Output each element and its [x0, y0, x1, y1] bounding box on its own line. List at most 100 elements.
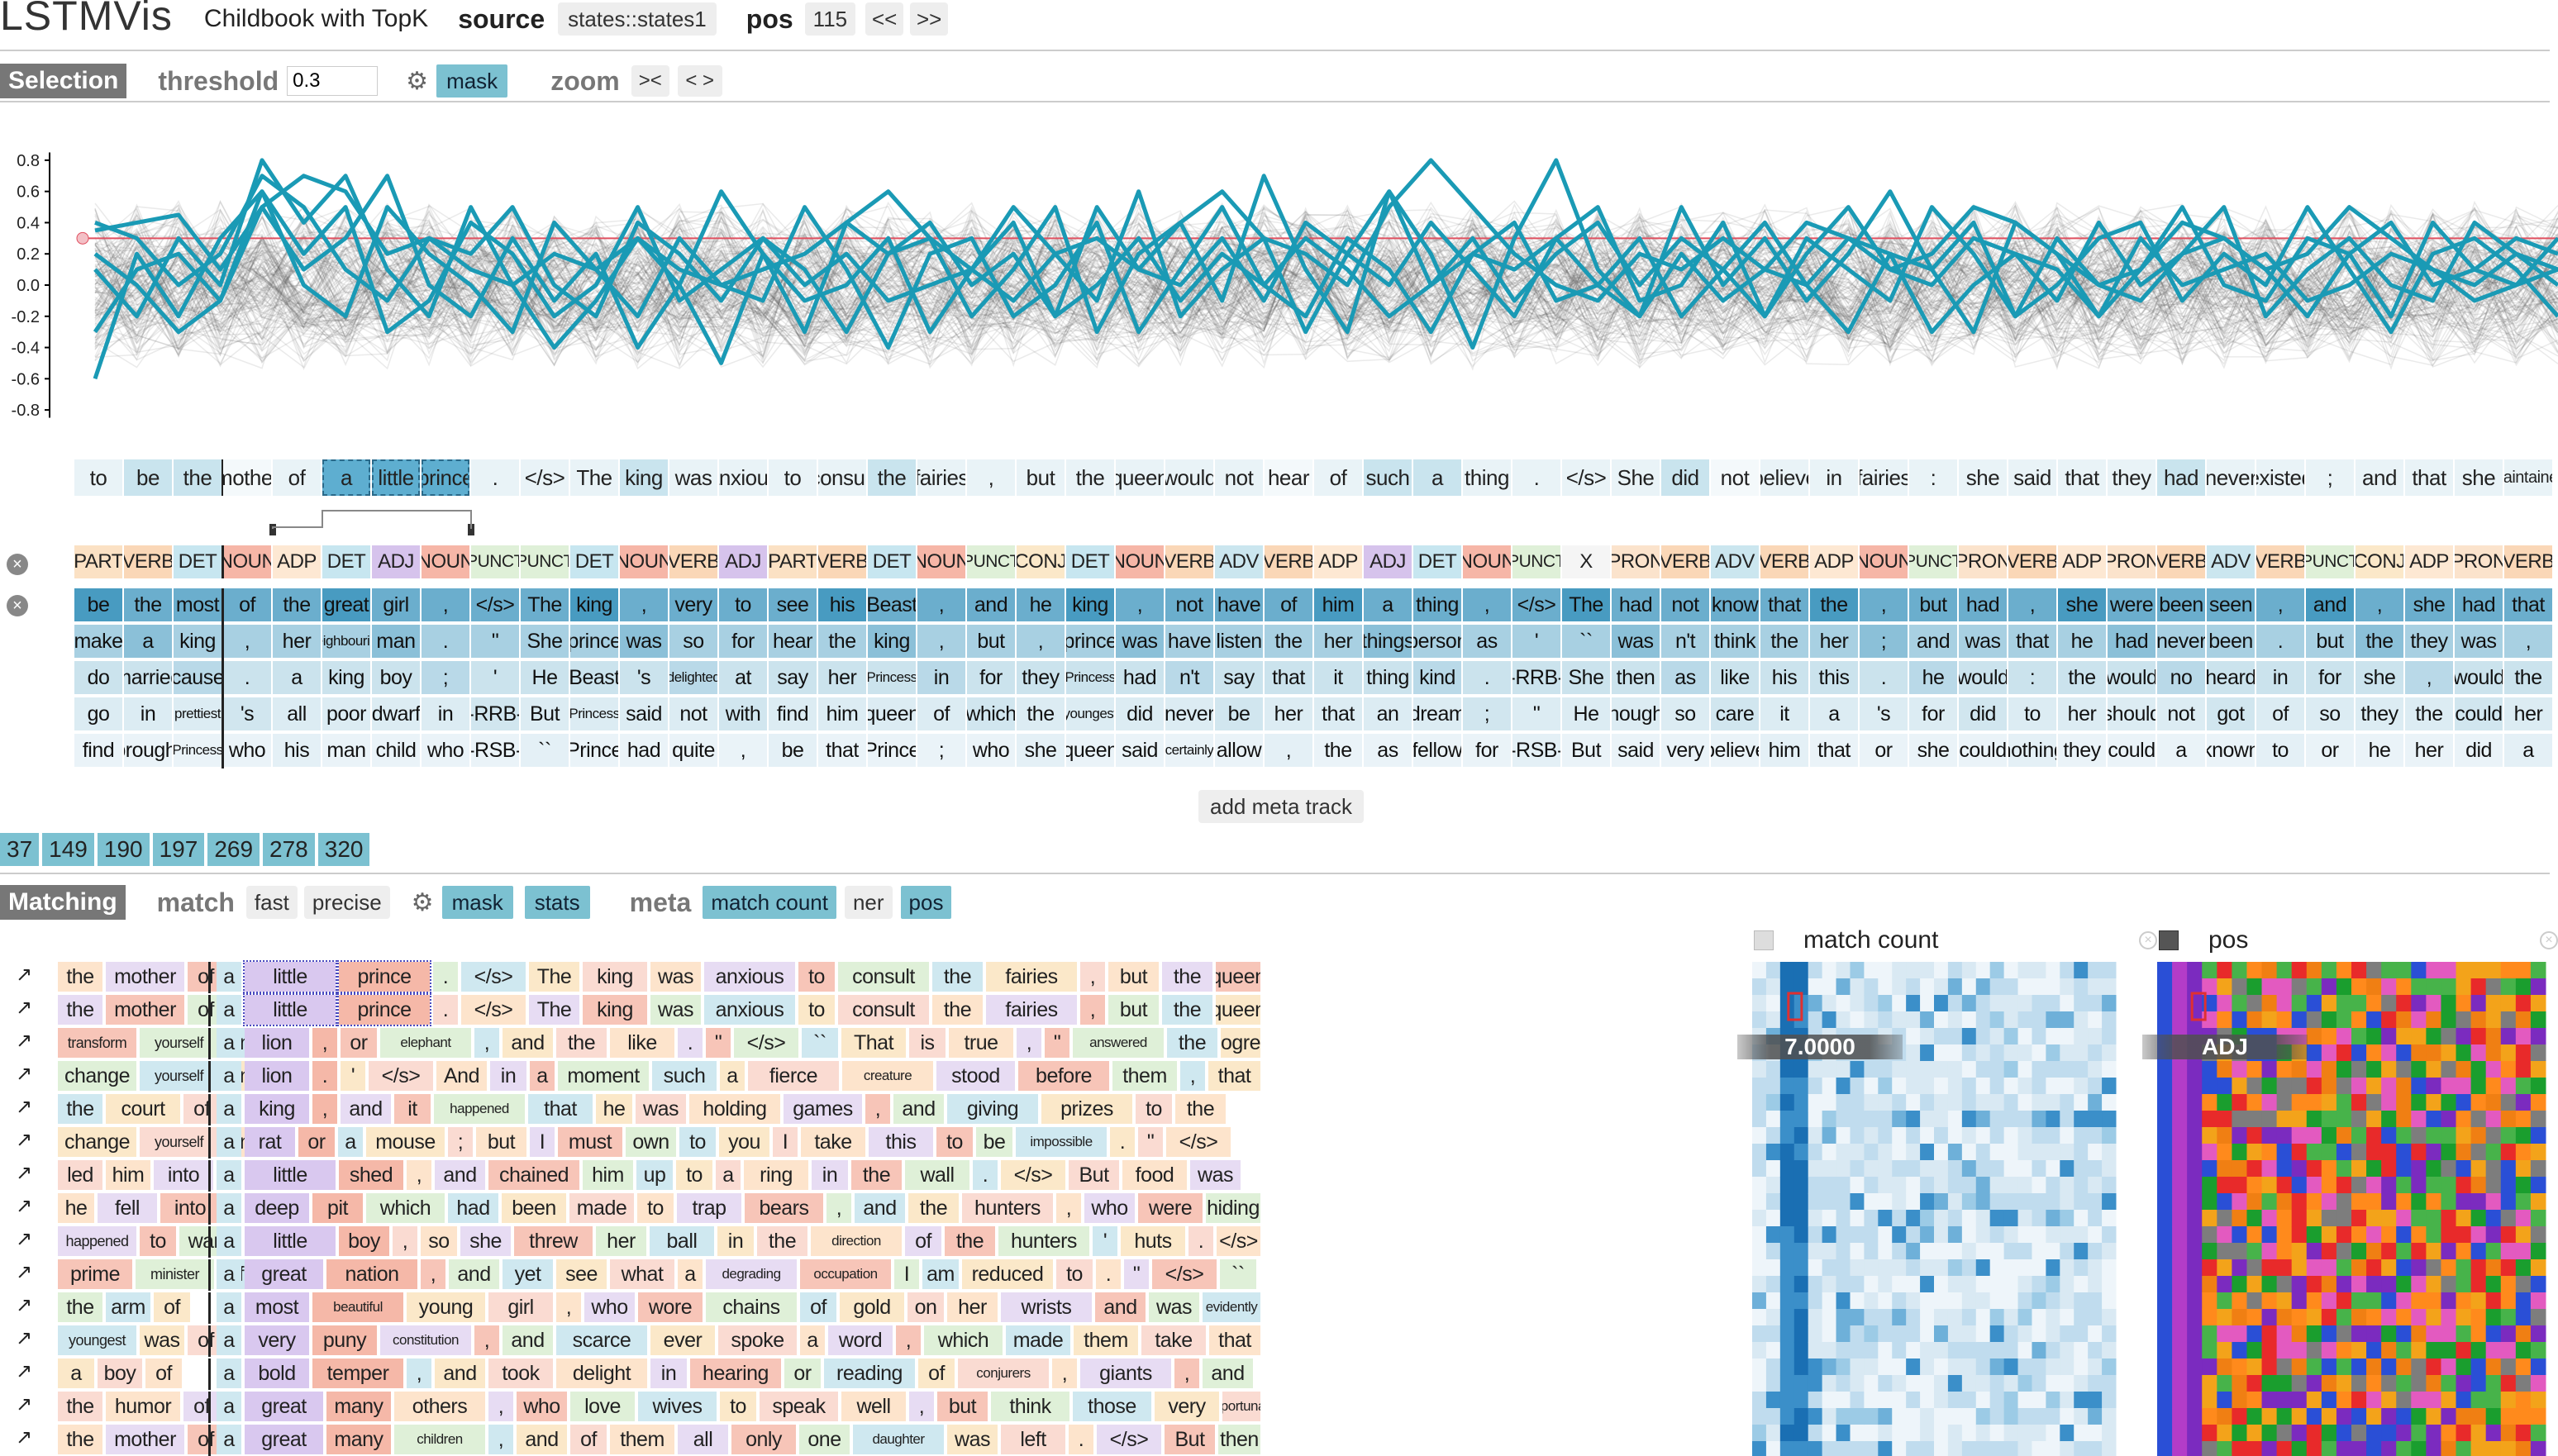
topk-prediction[interactable]: his	[1760, 661, 1808, 694]
word-token[interactable]: had	[2157, 459, 2205, 496]
topk-prediction[interactable]: that	[1265, 661, 1312, 694]
word-token[interactable]: maintained	[2504, 459, 2552, 496]
topk-prediction[interactable]: would	[2108, 661, 2155, 694]
word-token[interactable]: in	[1810, 459, 1858, 496]
topk-prediction[interactable]: man	[372, 625, 420, 658]
topk-prediction[interactable]: .	[422, 625, 469, 658]
meta-pos-toggle[interactable]: pos	[900, 886, 952, 919]
topk-prediction[interactable]: </s>	[471, 588, 519, 621]
topk-prediction[interactable]: Princess	[570, 697, 618, 730]
topk-prediction[interactable]: believe	[1711, 734, 1759, 767]
topk-prediction[interactable]: ;	[1860, 625, 1908, 658]
topk-prediction[interactable]: brought	[124, 734, 172, 767]
topk-prediction[interactable]: not	[669, 697, 717, 730]
topk-prediction[interactable]: the	[1760, 625, 1808, 658]
topk-prediction[interactable]: cause	[174, 661, 222, 694]
topk-prediction[interactable]: man	[322, 734, 370, 767]
topk-prediction[interactable]: find	[74, 734, 122, 767]
topk-prediction[interactable]: and	[2306, 588, 2354, 621]
topk-prediction[interactable]: make	[74, 625, 122, 658]
topk-prediction[interactable]: Princess	[1066, 661, 1114, 694]
topk-prediction[interactable]: said	[1612, 734, 1660, 767]
selected-cell-chip[interactable]: 278	[263, 833, 315, 866]
fast-button[interactable]: fast	[245, 886, 298, 919]
topk-prediction[interactable]: had	[620, 734, 668, 767]
topk-prediction[interactable]: ,	[2405, 661, 2453, 694]
topk-prediction[interactable]: of	[1265, 588, 1312, 621]
topk-prediction[interactable]: king	[322, 661, 370, 694]
topk-prediction[interactable]: most	[174, 588, 222, 621]
topk-prediction[interactable]: allow	[1215, 734, 1263, 767]
word-token[interactable]: but	[1017, 459, 1065, 496]
topk-prediction[interactable]: see	[769, 588, 817, 621]
topk-prediction[interactable]: had	[2108, 625, 2155, 658]
word-token[interactable]: was	[669, 459, 717, 496]
prev-button[interactable]: <<	[865, 2, 904, 36]
topk-prediction[interactable]: had	[2455, 588, 2503, 621]
topk-prediction[interactable]: or	[2306, 734, 2354, 767]
topk-prediction[interactable]: he	[2058, 625, 2106, 658]
word-token[interactable]: prince	[422, 459, 469, 496]
topk-prediction[interactable]: a	[2157, 734, 2205, 767]
topk-prediction[interactable]: -RRB-	[471, 697, 519, 730]
topk-prediction[interactable]: '	[471, 661, 519, 694]
topk-prediction[interactable]: ,	[1463, 588, 1511, 621]
topk-prediction[interactable]: but	[2306, 625, 2354, 658]
topk-prediction[interactable]: that	[1760, 588, 1808, 621]
topk-prediction[interactable]: prettiest	[174, 697, 222, 730]
topk-prediction[interactable]: know	[1711, 588, 1759, 621]
topk-prediction[interactable]: .	[2256, 625, 2304, 658]
topk-prediction[interactable]: 's	[620, 661, 668, 694]
topk-prediction[interactable]: and	[1909, 625, 1957, 658]
topk-prediction[interactable]: was	[620, 625, 668, 658]
topk-prediction[interactable]: -RSB-	[1512, 734, 1560, 767]
topk-prediction[interactable]: ``	[521, 734, 569, 767]
close-topk-track-icon[interactable]: ×	[7, 595, 28, 616]
topk-prediction[interactable]: he	[2356, 734, 2403, 767]
topk-prediction[interactable]: ,	[223, 625, 271, 658]
topk-prediction[interactable]: be	[769, 734, 817, 767]
close-icon[interactable]: ×	[2139, 931, 2157, 949]
topk-prediction[interactable]: -RSB-	[471, 734, 519, 767]
topk-prediction[interactable]: Beast	[570, 661, 618, 694]
topk-prediction[interactable]: it	[1760, 697, 1808, 730]
topk-prediction[interactable]: did	[1959, 697, 2007, 730]
stats-toggle[interactable]: stats	[524, 886, 590, 919]
topk-prediction[interactable]: for	[1909, 697, 1957, 730]
topk-prediction[interactable]: that	[1314, 697, 1362, 730]
topk-prediction[interactable]: child	[372, 734, 420, 767]
word-token[interactable]: </s>	[521, 459, 569, 496]
topk-prediction[interactable]: ,	[917, 588, 965, 621]
word-token[interactable]: they	[2108, 459, 2155, 496]
topk-prediction[interactable]: got	[2207, 697, 2255, 730]
topk-prediction[interactable]: find	[769, 697, 817, 730]
external-link-icon[interactable]: ↗	[15, 963, 33, 986]
word-token[interactable]: believe	[1760, 459, 1808, 496]
topk-prediction[interactable]: person	[1413, 625, 1461, 658]
topk-prediction[interactable]: that	[818, 734, 866, 767]
topk-prediction[interactable]: should	[2108, 697, 2155, 730]
word-token[interactable]: a	[322, 459, 370, 496]
word-token[interactable]: :	[1909, 459, 1957, 496]
topk-prediction[interactable]: ,	[2008, 588, 2056, 621]
topk-prediction[interactable]: prince	[570, 625, 618, 658]
topk-prediction[interactable]: with	[719, 697, 767, 730]
topk-prediction[interactable]: girl	[372, 588, 420, 621]
topk-prediction[interactable]: he	[1909, 661, 1957, 694]
word-token[interactable]: said	[2008, 459, 2056, 496]
topk-prediction[interactable]: was	[1612, 625, 1660, 658]
external-link-icon[interactable]: ↗	[15, 1161, 33, 1184]
external-link-icon[interactable]: ↗	[15, 1359, 33, 1382]
topk-prediction[interactable]: had	[1959, 588, 2007, 621]
topk-prediction[interactable]: of	[917, 697, 965, 730]
topk-prediction[interactable]: have	[1215, 588, 1263, 621]
word-token[interactable]: </s>	[1562, 459, 1610, 496]
topk-prediction[interactable]: delighted	[669, 661, 717, 694]
topk-prediction[interactable]: could	[2108, 734, 2155, 767]
meta-match-count-toggle[interactable]: match count	[703, 886, 836, 919]
topk-prediction[interactable]: they	[2405, 625, 2453, 658]
topk-prediction[interactable]: boy	[372, 661, 420, 694]
word-token[interactable]: .	[471, 459, 519, 496]
topk-prediction[interactable]: "	[471, 625, 519, 658]
add-meta-track-button[interactable]: add meta track	[1198, 790, 1364, 823]
